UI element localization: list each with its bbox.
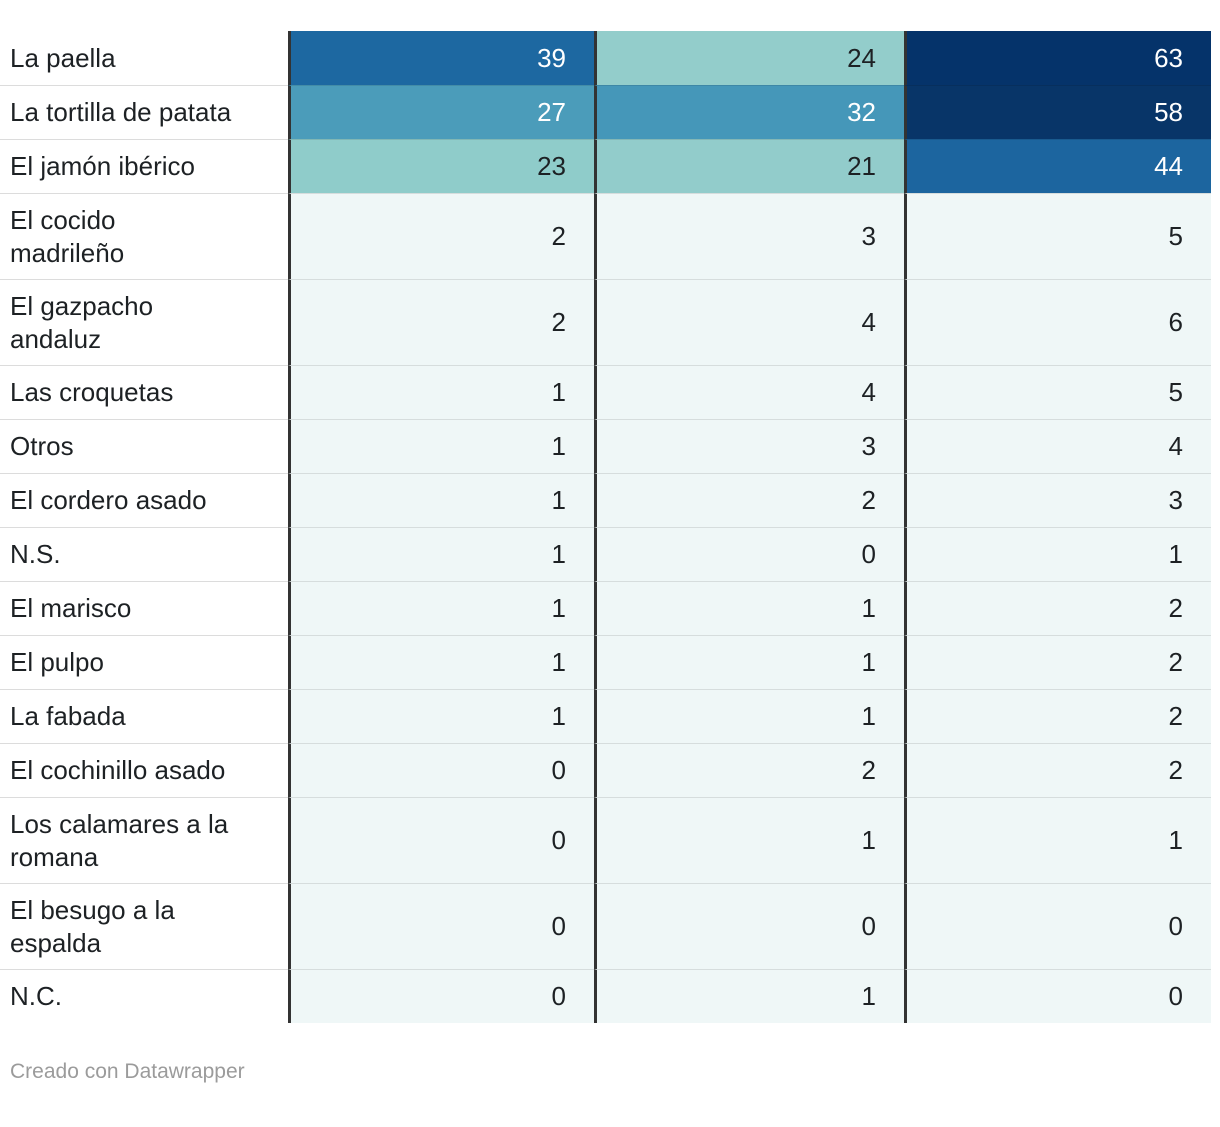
table-row: N.C. 0 1 0: [0, 969, 1211, 1023]
row-label: N.C.: [0, 969, 288, 1023]
table-row: La paella 39 24 63: [0, 31, 1211, 85]
value-cell: 1: [594, 797, 904, 883]
value-cell: 2: [288, 279, 594, 365]
value-cell: 1: [288, 365, 594, 419]
value-cell: 1: [288, 635, 594, 689]
row-label: La fabada: [0, 689, 288, 743]
value-cell: 1: [288, 419, 594, 473]
table-row: N.S. 1 0 1: [0, 527, 1211, 581]
row-label: La tortilla de patata: [0, 85, 288, 139]
value-cell: 2: [904, 581, 1211, 635]
value-cell: 63: [904, 31, 1211, 85]
heatmap-table: La paella 39 24 63 La tortilla de patata…: [0, 31, 1211, 1023]
row-label: Los calamares a la romana: [0, 797, 288, 883]
row-label: El cocido madrileño: [0, 193, 288, 279]
value-cell: 3: [594, 193, 904, 279]
value-cell: 6: [904, 279, 1211, 365]
value-cell: 4: [904, 419, 1211, 473]
row-label: El marisco: [0, 581, 288, 635]
value-cell: 2: [904, 635, 1211, 689]
value-cell: 2: [904, 689, 1211, 743]
value-cell: 58: [904, 85, 1211, 139]
row-label: N.S.: [0, 527, 288, 581]
row-label: Las croquetas: [0, 365, 288, 419]
datawrapper-credit[interactable]: Creado con Datawrapper: [10, 1060, 245, 1083]
row-label: Otros: [0, 419, 288, 473]
value-cell: 1: [288, 689, 594, 743]
value-cell: 2: [288, 193, 594, 279]
value-cell: 3: [904, 473, 1211, 527]
table-row: El gazpacho andaluz 2 4 6: [0, 279, 1211, 365]
value-cell: 0: [288, 969, 594, 1023]
table-row: El marisco 1 1 2: [0, 581, 1211, 635]
value-cell: 1: [288, 527, 594, 581]
value-cell: 27: [288, 85, 594, 139]
table-row: Otros 1 3 4: [0, 419, 1211, 473]
row-label: El cochinillo asado: [0, 743, 288, 797]
value-cell: 4: [594, 365, 904, 419]
value-cell: 0: [594, 527, 904, 581]
value-cell: 5: [904, 193, 1211, 279]
value-cell: 24: [594, 31, 904, 85]
table-row: El cocido madrileño 2 3 5: [0, 193, 1211, 279]
row-label: La paella: [10, 42, 116, 73]
value-cell: 2: [904, 743, 1211, 797]
value-cell: 1: [288, 581, 594, 635]
table-row: El jamón ibérico 23 21 44: [0, 139, 1211, 193]
value-cell: 1: [594, 581, 904, 635]
value-cell: 1: [594, 635, 904, 689]
value-cell: 21: [594, 139, 904, 193]
value-cell: 0: [288, 797, 594, 883]
value-cell: 1: [288, 473, 594, 527]
value-cell: 0: [288, 883, 594, 969]
value-cell: 44: [904, 139, 1211, 193]
value-cell: 1: [904, 797, 1211, 883]
value-cell: 0: [594, 883, 904, 969]
value-cell: 4: [594, 279, 904, 365]
table-row: El cordero asado 1 2 3: [0, 473, 1211, 527]
value-cell: 39: [288, 31, 594, 85]
value-cell: 0: [288, 743, 594, 797]
value-cell: 1: [594, 969, 904, 1023]
table-row: La fabada 1 1 2: [0, 689, 1211, 743]
value-cell: 1: [904, 527, 1211, 581]
value-cell: 1: [594, 689, 904, 743]
value-cell: 2: [594, 473, 904, 527]
value-cell: 2: [594, 743, 904, 797]
value-cell: 3: [594, 419, 904, 473]
value-cell: 32: [594, 85, 904, 139]
table-row: El pulpo 1 1 2: [0, 635, 1211, 689]
value-cell: 23: [288, 139, 594, 193]
table-row: Las croquetas 1 4 5: [0, 365, 1211, 419]
table-body: La paella 39 24 63 La tortilla de patata…: [0, 31, 1211, 1023]
row-label: El gazpacho andaluz: [0, 279, 288, 365]
value-cell: 0: [904, 883, 1211, 969]
table-row: El besugo a la espalda 0 0 0: [0, 883, 1211, 969]
table-row: El cochinillo asado 0 2 2: [0, 743, 1211, 797]
row-label: El cordero asado: [0, 473, 288, 527]
table-row: La tortilla de patata 27 32 58: [0, 85, 1211, 139]
row-label: El jamón ibérico: [0, 139, 288, 193]
row-label: El pulpo: [0, 635, 288, 689]
table-row: Los calamares a la romana 0 1 1: [0, 797, 1211, 883]
value-cell: 5: [904, 365, 1211, 419]
row-label: El besugo a la espalda: [0, 883, 288, 969]
value-cell: 0: [904, 969, 1211, 1023]
